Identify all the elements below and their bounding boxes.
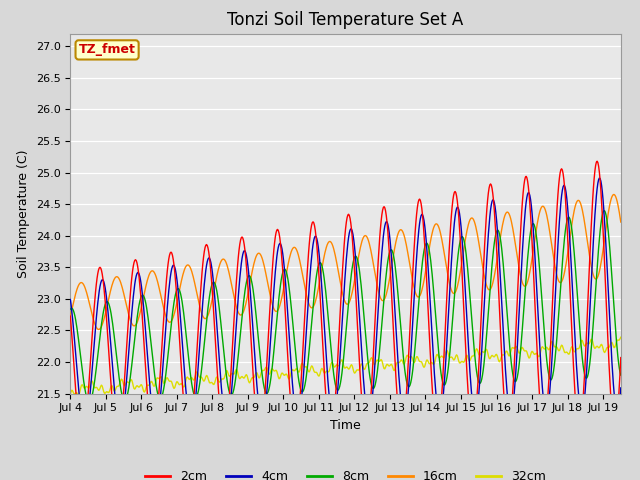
Title: Tonzi Soil Temperature Set A: Tonzi Soil Temperature Set A	[227, 11, 464, 29]
Y-axis label: Soil Temperature (C): Soil Temperature (C)	[17, 149, 30, 278]
Legend: 2cm, 4cm, 8cm, 16cm, 32cm: 2cm, 4cm, 8cm, 16cm, 32cm	[140, 465, 551, 480]
Text: TZ_fmet: TZ_fmet	[79, 43, 136, 56]
X-axis label: Time: Time	[330, 419, 361, 432]
